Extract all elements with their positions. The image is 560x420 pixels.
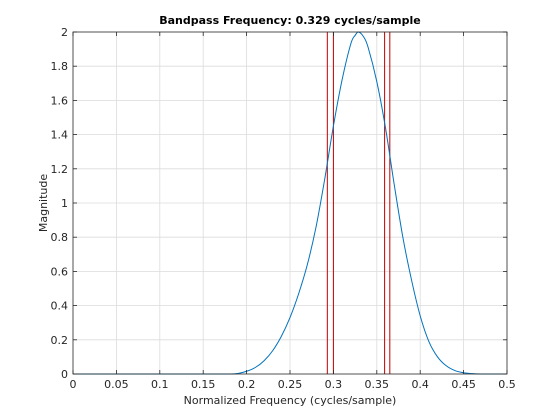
y-tick-label-10: 2 <box>61 26 68 39</box>
x-tick-label-2: 0.1 <box>151 378 169 391</box>
x-tick-label-1: 0.05 <box>104 378 129 391</box>
y-tick-label-3: 0.6 <box>51 265 69 278</box>
x-axis-label: Normalized Frequency (cycles/sample) <box>184 394 397 407</box>
y-tick-label-2: 0.4 <box>51 300 69 313</box>
x-tick-label-3: 0.15 <box>191 378 216 391</box>
x-tick-label-9: 0.45 <box>451 378 476 391</box>
y-tick-label-9: 1.8 <box>51 60 69 73</box>
chart-title: Bandpass Frequency: 0.329 cycles/sample <box>159 14 421 27</box>
x-tick-label-6: 0.3 <box>325 378 343 391</box>
y-axis-label: Magnitude <box>37 174 50 233</box>
x-tick-label-8: 0.4 <box>411 378 429 391</box>
y-ticks: 0 0.2 0.4 0.6 0.8 1 1.2 1.4 1.6 1.8 2 <box>51 26 507 381</box>
x-ticks: 0 0.05 0.1 0.15 0.2 0.25 0.3 0.35 0.4 0.45 0.5 <box>70 32 516 391</box>
x-tick-label-5: 0.25 <box>278 378 303 391</box>
y-tick-label-5: 1 <box>61 197 68 210</box>
y-tick-label-8: 1.6 <box>51 94 69 107</box>
x-tick-label-0: 0 <box>70 378 77 391</box>
grid-lines <box>73 32 507 374</box>
x-tick-label-10: 0.5 <box>498 378 516 391</box>
vertical-markers <box>326 32 391 374</box>
y-tick-label-6: 1.2 <box>51 163 69 176</box>
y-tick-label-0: 0 <box>61 368 68 381</box>
series-line-magnitude <box>72 31 508 375</box>
x-tick-label-7: 0.35 <box>365 378 390 391</box>
y-tick-label-1: 0.2 <box>51 334 69 347</box>
x-tick-label-4: 0.2 <box>238 378 256 391</box>
y-tick-label-7: 1.4 <box>51 129 69 142</box>
y-tick-label-4: 0.8 <box>51 231 69 244</box>
